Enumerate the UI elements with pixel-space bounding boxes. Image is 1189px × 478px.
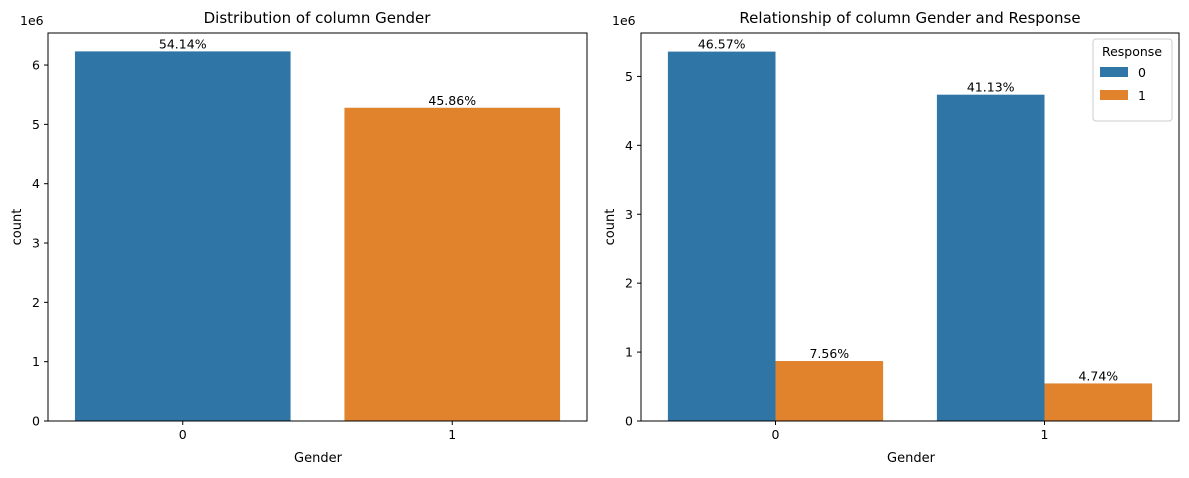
y-tick-label: 5 bbox=[32, 117, 40, 132]
y-tick-label: 1 bbox=[625, 345, 633, 360]
chart-title: Distribution of column Gender bbox=[204, 9, 432, 27]
bars: 46.57% 41.13% 7.56% 4.74% bbox=[667, 37, 1153, 422]
y-offset-text: 1e6 bbox=[20, 13, 44, 28]
bars: 54.14% 45.86% bbox=[74, 36, 561, 422]
plot-frame bbox=[47, 32, 588, 422]
chart-title: Relationship of column Gender and Respon… bbox=[739, 9, 1080, 27]
y-tick-label: 3 bbox=[32, 236, 40, 251]
y-tick-label: 1 bbox=[32, 354, 40, 369]
x-tick-label: 1 bbox=[1041, 427, 1049, 442]
data-label-s0-c0: 54.14% bbox=[159, 36, 207, 51]
chart-gender-response: Relationship of column Gender and Respon… bbox=[603, 9, 1180, 466]
ticks: 0 1 0 1 2 3 4 5 bbox=[625, 69, 1048, 442]
y-tick-label: 5 bbox=[625, 69, 633, 84]
y-axis-label: count bbox=[603, 209, 618, 246]
y-tick-label: 0 bbox=[32, 414, 40, 429]
data-label-s0-c1: 45.86% bbox=[428, 93, 476, 108]
legend-box bbox=[1092, 38, 1173, 122]
legend-label-1: 1 bbox=[1138, 88, 1146, 103]
bar-s0-c0 bbox=[74, 51, 291, 421]
chart-gender-distribution: Distribution of column Gender 1e6 Gender… bbox=[10, 9, 588, 466]
legend-swatch-1 bbox=[1100, 90, 1128, 100]
data-label-s1-c1: 4.74% bbox=[1078, 368, 1118, 383]
bar-s0-c1 bbox=[344, 107, 561, 422]
x-tick-label: 0 bbox=[772, 427, 780, 442]
bar-s0-c0 bbox=[667, 51, 776, 422]
y-axis-label: count bbox=[10, 209, 25, 246]
y-tick-label: 4 bbox=[625, 138, 633, 153]
bar-s0-c1 bbox=[936, 94, 1045, 421]
legend-label-0: 0 bbox=[1138, 65, 1146, 80]
ticks: 0 1 0 1 2 3 4 5 6 bbox=[32, 58, 456, 442]
y-tick-label: 4 bbox=[32, 176, 40, 191]
x-tick-label: 0 bbox=[179, 427, 187, 442]
y-tick-label: 3 bbox=[625, 207, 633, 222]
x-axis-label: Gender bbox=[294, 451, 343, 466]
bar-s1-c0 bbox=[775, 361, 884, 421]
y-offset-text: 1e6 bbox=[612, 13, 636, 28]
data-label-s1-c0: 7.56% bbox=[809, 346, 849, 361]
y-tick-label: 2 bbox=[625, 276, 633, 291]
plot-frame bbox=[640, 32, 1180, 422]
bar-s1-c1 bbox=[1044, 383, 1153, 421]
legend: Response 0 1 bbox=[1092, 38, 1173, 122]
y-tick-label: 0 bbox=[625, 414, 633, 429]
data-label-s0-c1: 41.13% bbox=[967, 80, 1015, 95]
y-tick-label: 6 bbox=[32, 58, 40, 73]
x-tick-label: 1 bbox=[448, 427, 456, 442]
data-label-s0-c0: 46.57% bbox=[698, 37, 746, 52]
y-tick-label: 2 bbox=[32, 295, 40, 310]
x-axis-label: Gender bbox=[887, 451, 936, 466]
legend-swatch-0 bbox=[1100, 67, 1128, 77]
legend-title: Response bbox=[1102, 44, 1162, 59]
